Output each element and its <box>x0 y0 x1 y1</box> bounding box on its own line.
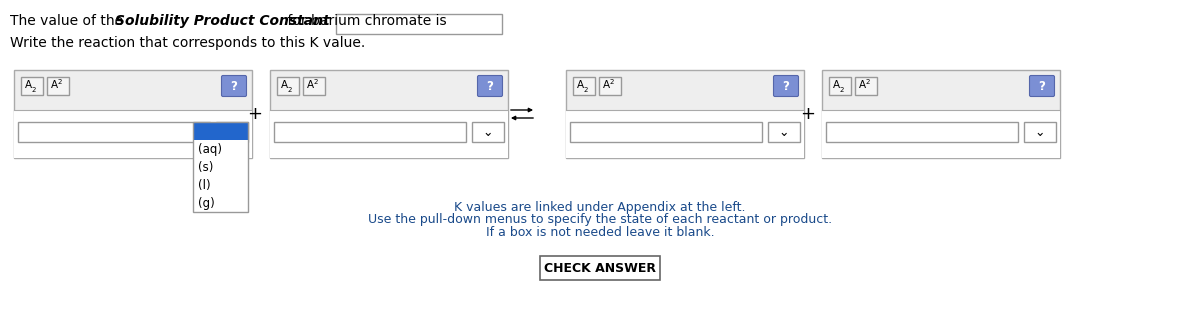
Bar <box>18 122 210 142</box>
Text: 2: 2 <box>840 86 844 92</box>
Bar <box>270 110 508 158</box>
Text: 2: 2 <box>32 86 36 92</box>
Text: A: A <box>281 80 288 90</box>
FancyBboxPatch shape <box>222 75 246 96</box>
Text: A: A <box>306 80 313 90</box>
Bar <box>270 70 508 158</box>
Bar <box>540 256 660 280</box>
Bar <box>193 140 248 158</box>
Text: (g): (g) <box>198 197 215 209</box>
Text: The value of the: The value of the <box>10 14 127 28</box>
Bar <box>599 77 622 95</box>
FancyBboxPatch shape <box>478 75 503 96</box>
Text: CHECK ANSWER: CHECK ANSWER <box>544 262 656 274</box>
Text: K values are linked under Appendix at the left.: K values are linked under Appendix at th… <box>455 201 745 213</box>
Bar <box>566 70 804 158</box>
Text: ?: ? <box>230 79 238 92</box>
Bar <box>47 77 70 95</box>
Text: A: A <box>576 80 583 90</box>
Text: ?: ? <box>486 79 493 92</box>
Bar <box>193 158 248 176</box>
Text: (aq): (aq) <box>198 142 222 155</box>
Text: (s): (s) <box>198 160 214 174</box>
Bar <box>193 176 248 194</box>
Text: A: A <box>24 80 31 90</box>
Bar <box>216 122 248 142</box>
Text: Write the reaction that corresponds to this K value.: Write the reaction that corresponds to t… <box>10 36 365 50</box>
Bar <box>570 122 762 142</box>
Text: Solubility Product Constant: Solubility Product Constant <box>115 14 330 28</box>
Text: 2: 2 <box>866 78 870 84</box>
Bar <box>768 122 800 142</box>
Text: ⌄: ⌄ <box>1034 126 1045 138</box>
Text: +: + <box>247 105 263 123</box>
Text: 2: 2 <box>584 86 588 92</box>
Bar <box>336 14 502 34</box>
Bar <box>302 77 325 95</box>
Text: ⌄: ⌄ <box>779 126 790 138</box>
Text: ?: ? <box>782 79 790 92</box>
Bar <box>1024 122 1056 142</box>
Bar <box>822 70 1060 158</box>
Bar <box>829 77 851 95</box>
Text: 2: 2 <box>610 78 614 84</box>
Text: for barium chromate is: for barium chromate is <box>283 14 446 28</box>
Text: ?: ? <box>1038 79 1045 92</box>
Bar <box>574 77 595 95</box>
Text: Use the pull-down menus to specify the state of each reactant or product.: Use the pull-down menus to specify the s… <box>368 213 832 226</box>
Bar <box>193 122 248 212</box>
FancyBboxPatch shape <box>774 75 798 96</box>
Text: A: A <box>602 80 610 90</box>
Bar <box>193 194 248 212</box>
Text: A: A <box>50 80 58 90</box>
Bar <box>822 110 1060 158</box>
Bar <box>22 77 43 95</box>
Text: If a box is not needed leave it blank.: If a box is not needed leave it blank. <box>486 226 714 240</box>
Bar <box>193 122 248 140</box>
Text: (l): (l) <box>198 179 211 192</box>
Text: A: A <box>858 80 865 90</box>
Text: 2: 2 <box>288 86 292 92</box>
Bar <box>277 77 299 95</box>
Bar <box>826 122 1018 142</box>
Text: 2: 2 <box>58 78 62 84</box>
FancyBboxPatch shape <box>1030 75 1055 96</box>
Text: +: + <box>800 105 816 123</box>
Bar <box>14 70 252 158</box>
Text: A: A <box>833 80 840 90</box>
Bar <box>472 122 504 142</box>
Text: ⌄: ⌄ <box>482 126 493 138</box>
Bar <box>566 110 804 158</box>
Text: 2: 2 <box>314 78 318 84</box>
Bar <box>14 110 252 158</box>
Text: ⌄: ⌄ <box>227 126 238 138</box>
Bar <box>274 122 466 142</box>
Bar <box>854 77 877 95</box>
